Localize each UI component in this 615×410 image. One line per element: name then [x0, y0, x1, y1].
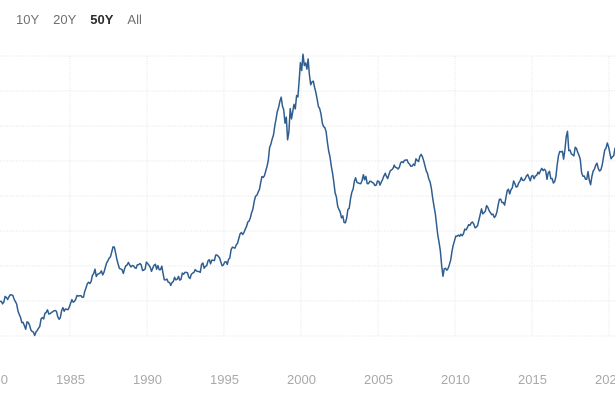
svg-text:1985: 1985 — [56, 372, 85, 387]
svg-text:2010: 2010 — [441, 372, 470, 387]
svg-text:2015: 2015 — [518, 372, 547, 387]
svg-text:2020: 2020 — [595, 372, 615, 387]
svg-text:2000: 2000 — [287, 372, 316, 387]
svg-text:1990: 1990 — [133, 372, 162, 387]
svg-text:1980: 1980 — [0, 372, 8, 387]
svg-text:2005: 2005 — [364, 372, 393, 387]
svg-text:1995: 1995 — [210, 372, 239, 387]
